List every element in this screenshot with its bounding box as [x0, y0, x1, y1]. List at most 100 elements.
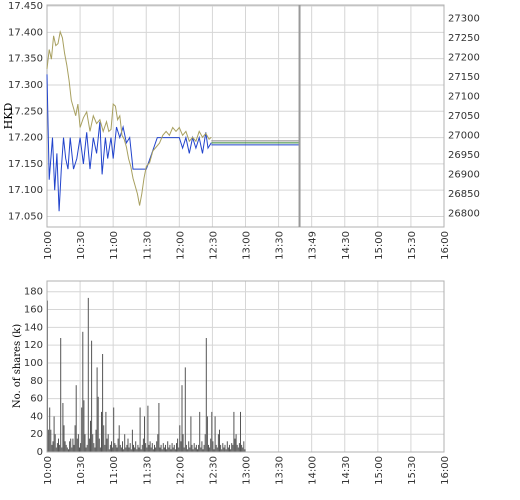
volume-bar [213, 449, 215, 452]
volume-bar [119, 444, 121, 452]
volume-bar [231, 443, 233, 452]
volume-bar [87, 297, 89, 452]
volume-x-tick: 15:30 [407, 456, 418, 485]
volume-bar [204, 434, 206, 452]
volume-bar [170, 449, 172, 452]
volume-bar [50, 429, 52, 452]
volume-bar [241, 444, 243, 452]
volume-bar [125, 447, 127, 452]
volume-bar [98, 438, 100, 452]
price-x-tick-labels: 10:00 10:30 11:00 11:30 12:00 12:30 13:00 13:30… [43, 231, 451, 260]
price-y-tick: 17.250 [8, 106, 43, 117]
price-x-tick: 10:00 [43, 231, 54, 260]
volume-bar [201, 441, 203, 452]
volume-bar [96, 367, 98, 452]
price-panel: 17.450 17.400 17.350 17.300 17.250 17.200 17.1… [2, 1, 480, 260]
volume-bar [116, 447, 118, 452]
volume-bar [118, 425, 120, 452]
volume-x-tick: 13:30 [275, 456, 286, 485]
volume-y-tick-labels: 180 160 140 120 100 80 60 40 20 0 [24, 287, 43, 458]
volume-bar [141, 444, 143, 452]
volume-bar [230, 449, 232, 452]
volume-x-tick: 10:30 [76, 456, 87, 485]
volume-bar [211, 411, 213, 452]
volume-bar [200, 447, 202, 452]
volume-bar [194, 447, 196, 452]
volume-bar [158, 403, 160, 452]
volume-bar [124, 434, 126, 452]
volume-bar [232, 444, 234, 452]
volume-bar [174, 449, 176, 452]
volume-bar [184, 367, 186, 452]
volume-bar [113, 407, 115, 452]
volume-bar [229, 444, 230, 452]
volume-bar [60, 338, 62, 452]
volume-bar [166, 449, 168, 452]
volume-bar [202, 449, 204, 452]
volume-bar [81, 407, 83, 452]
volume-x-tick: 14:00 [308, 456, 319, 485]
volume-bar [190, 416, 192, 452]
volume-bar [206, 416, 208, 452]
volume-bar [149, 441, 151, 452]
volume-bar [160, 444, 162, 452]
volume-bar [197, 449, 198, 452]
volume-bar [131, 429, 133, 452]
volume-bar [183, 447, 185, 452]
price-y-tick: 17.150 [8, 159, 43, 170]
price-x-tick: 12:30 [208, 231, 219, 260]
volume-bar [97, 396, 99, 452]
volume-x-tick: 12:30 [208, 456, 219, 485]
volume-bar [240, 411, 241, 452]
volume-bar [203, 444, 205, 452]
volume-bar [237, 447, 239, 452]
volume-bar [181, 385, 183, 452]
volume-bar [128, 447, 130, 452]
price-x-tick: 12:00 [175, 231, 186, 260]
volume-bar [49, 407, 51, 452]
index-y-tick: 27150 [448, 72, 480, 83]
volume-bar [136, 449, 138, 452]
volume-bar [53, 416, 55, 452]
volume-y-tick: 20 [30, 429, 43, 440]
volume-bar [91, 340, 93, 452]
volume-bar [244, 449, 246, 452]
volume-bar [235, 434, 237, 452]
volume-bar [199, 411, 201, 452]
volume-bar [222, 443, 224, 452]
volume-y-tick: 180 [24, 287, 43, 298]
volume-bar [236, 444, 238, 452]
volume-bar [122, 441, 123, 452]
volume-bar [77, 434, 79, 452]
price-x-tick: 13:49 [308, 231, 319, 260]
volume-y-tick: 80 [30, 376, 43, 387]
volume-x-tick: 10:00 [43, 456, 54, 485]
volume-bar [82, 331, 84, 452]
volume-bar [69, 441, 71, 452]
volume-bar [127, 438, 129, 452]
price-x-tick: 14:30 [341, 231, 352, 260]
volume-bar [159, 447, 161, 452]
volume-bar [192, 449, 194, 452]
price-x-tick: 11:30 [142, 231, 153, 260]
volume-bar [243, 441, 245, 452]
volume-bar [187, 449, 189, 452]
volume-bar [205, 338, 207, 452]
volume-bar [79, 447, 80, 452]
volume-bar [238, 443, 240, 452]
volume-bar [88, 438, 90, 452]
index-y-tick: 27100 [448, 91, 480, 102]
volume-bar [179, 425, 181, 452]
volume-bar [144, 416, 145, 452]
volume-bar [151, 443, 153, 452]
volume-bar [169, 444, 171, 452]
volume-bar [123, 449, 125, 452]
price-x-tick: 15:00 [374, 231, 385, 260]
volume-y-tick: 160 [24, 305, 43, 316]
volume-bar [108, 449, 110, 452]
volume-bar [126, 444, 128, 452]
volume-bar [134, 447, 136, 452]
volume-bar [99, 447, 101, 452]
volume-bar [177, 438, 179, 452]
volume-bar [65, 444, 67, 452]
